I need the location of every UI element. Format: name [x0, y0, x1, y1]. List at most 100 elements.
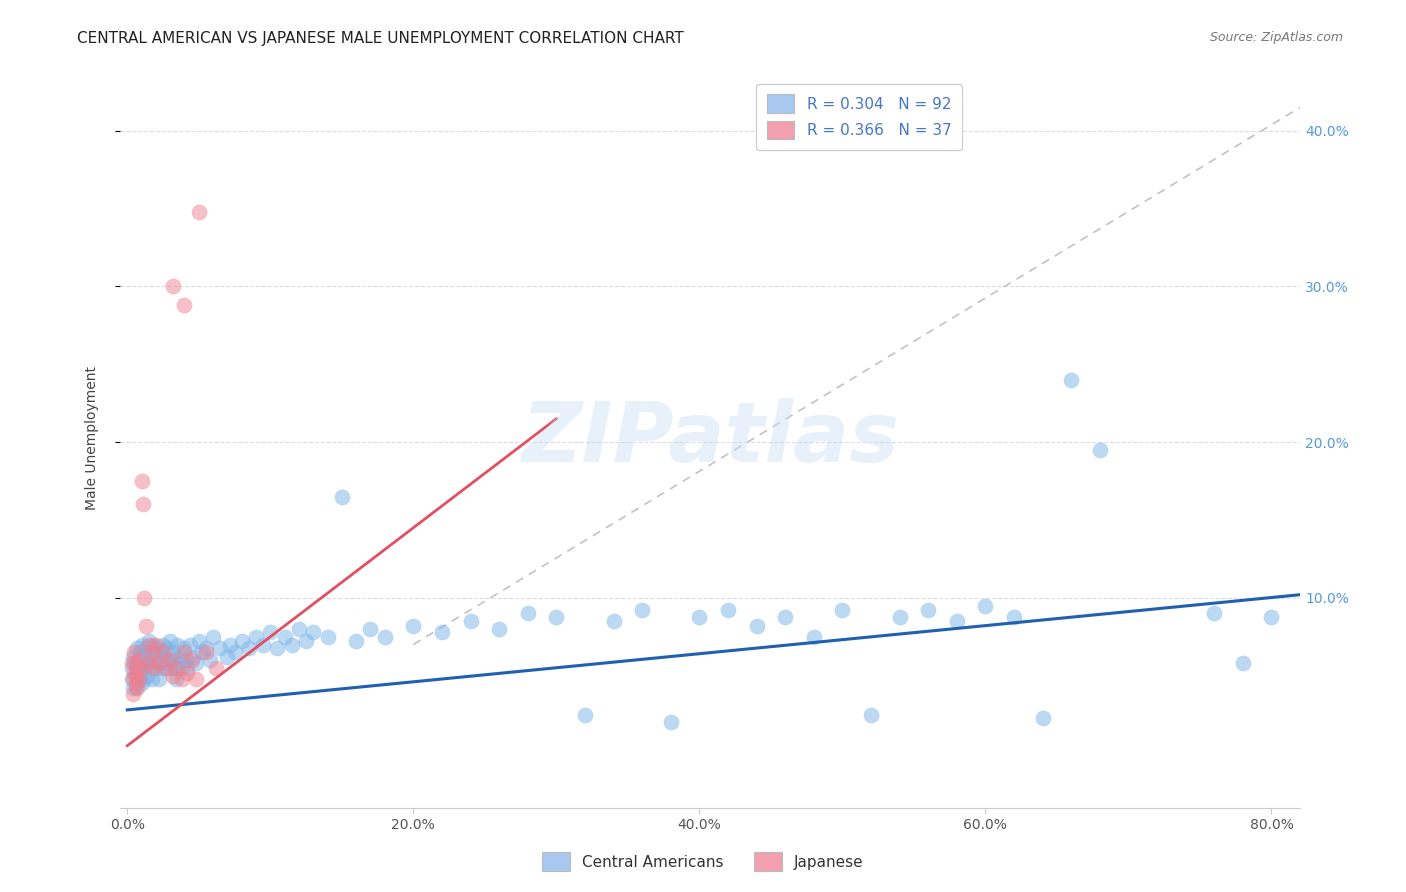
- Point: [717, 603, 740, 617]
- Point: [273, 630, 295, 644]
- Point: [946, 614, 969, 628]
- Point: [231, 634, 253, 648]
- Point: [148, 657, 170, 671]
- Point: [162, 645, 184, 659]
- Point: [145, 638, 167, 652]
- Point: [295, 634, 318, 648]
- Point: [129, 665, 152, 680]
- Point: [1002, 609, 1025, 624]
- Point: [170, 672, 193, 686]
- Point: [152, 638, 174, 652]
- Point: [170, 661, 193, 675]
- Point: [124, 657, 146, 671]
- Point: [134, 661, 156, 675]
- Point: [155, 661, 177, 675]
- Point: [135, 657, 157, 672]
- Point: [125, 680, 148, 694]
- Point: [146, 650, 169, 665]
- Point: [145, 640, 167, 655]
- Point: [159, 634, 181, 648]
- Point: [163, 661, 186, 675]
- Point: [889, 609, 911, 624]
- Point: [152, 645, 174, 659]
- Point: [121, 672, 143, 686]
- Point: [125, 668, 148, 682]
- Point: [252, 638, 274, 652]
- Point: [159, 653, 181, 667]
- Point: [128, 653, 150, 667]
- Point: [143, 653, 166, 667]
- Point: [132, 648, 155, 663]
- Point: [141, 672, 163, 686]
- Point: [150, 653, 173, 667]
- Point: [127, 681, 149, 695]
- Point: [124, 645, 146, 659]
- Point: [266, 640, 288, 655]
- Point: [128, 653, 150, 667]
- Point: [688, 609, 710, 624]
- Point: [245, 630, 267, 644]
- Point: [134, 672, 156, 686]
- Point: [1032, 711, 1054, 725]
- Point: [138, 638, 160, 652]
- Point: [173, 645, 195, 659]
- Point: [1204, 607, 1226, 621]
- Point: [152, 661, 174, 675]
- Point: [129, 661, 152, 675]
- Point: [138, 634, 160, 648]
- Point: [128, 672, 150, 686]
- Legend: R = 0.304   N = 92, R = 0.366   N = 37: R = 0.304 N = 92, R = 0.366 N = 37: [756, 84, 962, 150]
- Point: [127, 640, 149, 655]
- Point: [131, 676, 153, 690]
- Point: [142, 638, 165, 652]
- Point: [166, 638, 188, 652]
- Legend: Central Americans, Japanese: Central Americans, Japanese: [536, 847, 870, 877]
- Point: [330, 490, 353, 504]
- Point: [187, 204, 209, 219]
- Point: [125, 657, 148, 671]
- Point: [194, 640, 217, 655]
- Point: [202, 630, 225, 644]
- Point: [141, 657, 163, 672]
- Point: [174, 653, 197, 667]
- Y-axis label: Male Unemployment: Male Unemployment: [86, 367, 100, 510]
- Point: [344, 634, 367, 648]
- Point: [121, 657, 143, 671]
- Point: [179, 638, 201, 652]
- Point: [124, 665, 146, 680]
- Point: [138, 653, 160, 667]
- Point: [219, 638, 242, 652]
- Point: [165, 672, 187, 686]
- Point: [131, 657, 153, 671]
- Point: [374, 630, 396, 644]
- Point: [127, 665, 149, 680]
- Point: [166, 661, 188, 675]
- Point: [180, 653, 202, 667]
- Point: [974, 599, 997, 613]
- Point: [602, 614, 624, 628]
- Point: [122, 681, 145, 695]
- Text: Source: ZipAtlas.com: Source: ZipAtlas.com: [1209, 31, 1343, 45]
- Point: [135, 640, 157, 655]
- Point: [148, 672, 170, 686]
- Point: [1232, 657, 1254, 671]
- Point: [488, 622, 510, 636]
- Point: [122, 672, 145, 686]
- Point: [574, 707, 596, 722]
- Point: [169, 650, 191, 665]
- Point: [194, 645, 217, 659]
- Point: [430, 625, 453, 640]
- Point: [148, 657, 170, 671]
- Point: [139, 645, 162, 659]
- Point: [136, 668, 159, 682]
- Point: [145, 661, 167, 675]
- Point: [125, 676, 148, 690]
- Point: [136, 650, 159, 665]
- Point: [184, 657, 207, 671]
- Point: [631, 603, 654, 617]
- Point: [131, 638, 153, 652]
- Point: [190, 645, 212, 659]
- Point: [200, 653, 222, 667]
- Point: [917, 603, 939, 617]
- Text: CENTRAL AMERICAN VS JAPANESE MALE UNEMPLOYMENT CORRELATION CHART: CENTRAL AMERICAN VS JAPANESE MALE UNEMPL…: [77, 31, 685, 46]
